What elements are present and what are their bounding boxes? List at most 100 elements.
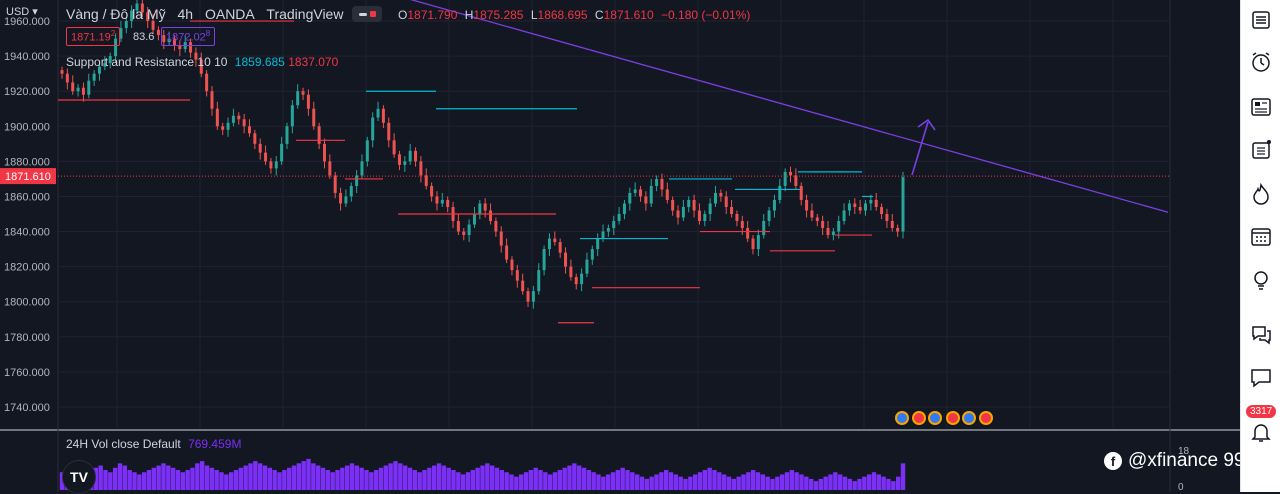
candle[interactable]: [242, 119, 246, 127]
volume-bar[interactable]: [170, 467, 176, 490]
candle[interactable]: [76, 87, 80, 92]
volume-bar[interactable]: [446, 467, 451, 490]
volume-bar[interactable]: [712, 470, 717, 490]
candle[interactable]: [762, 221, 766, 236]
volume-bar[interactable]: [451, 470, 456, 490]
volume-bar[interactable]: [702, 470, 708, 490]
volume-bar[interactable]: [311, 463, 316, 490]
volume-bar[interactable]: [373, 470, 379, 490]
volume-bar[interactable]: [485, 463, 490, 490]
candle[interactable]: [344, 196, 348, 204]
candle[interactable]: [408, 150, 412, 162]
alerts-button[interactable]: [1247, 48, 1275, 76]
candle[interactable]: [322, 143, 326, 162]
volume-bar[interactable]: [204, 465, 210, 490]
candle[interactable]: [778, 185, 782, 200]
volume-bar[interactable]: [460, 474, 466, 490]
candle[interactable]: [414, 150, 418, 162]
volume-bar[interactable]: [736, 476, 741, 490]
candle[interactable]: [505, 245, 509, 260]
volume-bar[interactable]: [238, 467, 244, 490]
chart-area[interactable]: 1960.000 1940.000 1920.000 1900.000 1880.000…: [0, 0, 1240, 492]
volume-bar[interactable]: [842, 476, 848, 490]
candle[interactable]: [296, 91, 300, 106]
symbol-name[interactable]: Vàng / Đô la Mỹ: [66, 6, 166, 22]
data-source[interactable]: TradingView: [266, 6, 344, 22]
volume-bar[interactable]: [354, 465, 360, 490]
candle[interactable]: [446, 199, 450, 207]
volume-bar[interactable]: [248, 463, 253, 490]
volume-bar[interactable]: [195, 463, 200, 490]
candle[interactable]: [735, 214, 739, 222]
candle[interactable]: [633, 189, 637, 193]
volume-bar[interactable]: [494, 467, 500, 490]
volume-bar[interactable]: [388, 463, 393, 490]
volume-bar[interactable]: [596, 474, 601, 490]
volume-bar[interactable]: [630, 472, 635, 490]
trend-line[interactable]: [300, 0, 1169, 213]
volume-bar[interactable]: [383, 465, 389, 490]
candle[interactable]: [526, 291, 530, 302]
volume-bar[interactable]: [166, 465, 171, 490]
volume-bar[interactable]: [117, 463, 123, 490]
volume-bar[interactable]: [291, 465, 297, 490]
volume-bar[interactable]: [514, 476, 519, 490]
volume-bar[interactable]: [634, 474, 640, 490]
candle[interactable]: [821, 221, 825, 229]
volume-bar[interactable]: [286, 467, 292, 490]
broker[interactable]: OANDA: [204, 6, 255, 22]
candle[interactable]: [714, 192, 718, 204]
candle[interactable]: [328, 161, 332, 176]
volume-bar[interactable]: [262, 465, 268, 490]
volume-bar[interactable]: [431, 465, 437, 490]
candle[interactable]: [655, 178, 659, 186]
candle[interactable]: [365, 140, 369, 162]
candle[interactable]: [697, 210, 701, 222]
volume-bar[interactable]: [243, 465, 248, 490]
volume-bar[interactable]: [895, 476, 901, 490]
candle[interactable]: [440, 199, 444, 204]
volume-bar[interactable]: [489, 465, 495, 490]
volume-bar[interactable]: [804, 476, 809, 490]
volume-bar[interactable]: [871, 472, 877, 490]
volume-bar[interactable]: [862, 476, 867, 490]
volume-bar[interactable]: [547, 474, 553, 490]
volume-bar[interactable]: [277, 472, 282, 490]
candle[interactable]: [312, 108, 316, 127]
candle[interactable]: [660, 178, 664, 190]
volume-bar[interactable]: [813, 481, 819, 490]
candle[interactable]: [333, 175, 337, 193]
volume-bar[interactable]: [567, 465, 572, 490]
candle[interactable]: [178, 45, 182, 50]
candle[interactable]: [810, 210, 814, 218]
candle[interactable]: [580, 273, 584, 285]
candle[interactable]: [97, 66, 101, 74]
arrow-shaft[interactable]: [911, 121, 929, 176]
candle[interactable]: [746, 228, 750, 239]
candle[interactable]: [606, 228, 610, 232]
candle[interactable]: [499, 231, 503, 246]
volume-bar[interactable]: [335, 470, 340, 490]
news-button[interactable]: [1247, 93, 1275, 121]
volume-bar[interactable]: [98, 465, 103, 490]
candle[interactable]: [537, 270, 541, 292]
volume-bar[interactable]: [407, 467, 413, 490]
candle[interactable]: [392, 140, 396, 155]
candle[interactable]: [221, 126, 225, 130]
volume-bar[interactable]: [673, 474, 679, 490]
volume-bar[interactable]: [688, 476, 693, 490]
candle[interactable]: [671, 199, 675, 211]
volume-bar[interactable]: [393, 461, 398, 490]
candle[interactable]: [371, 117, 375, 141]
volume-bar[interactable]: [717, 472, 722, 490]
volume-bar[interactable]: [228, 472, 234, 490]
candle[interactable]: [258, 143, 262, 153]
candle[interactable]: [210, 91, 214, 109]
volume-bar[interactable]: [127, 470, 132, 490]
candle[interactable]: [430, 185, 434, 197]
volume-bar[interactable]: [591, 472, 596, 490]
volume-bar[interactable]: [369, 472, 374, 490]
candle[interactable]: [880, 206, 884, 214]
candle[interactable]: [156, 29, 160, 36]
candle[interactable]: [360, 161, 364, 176]
